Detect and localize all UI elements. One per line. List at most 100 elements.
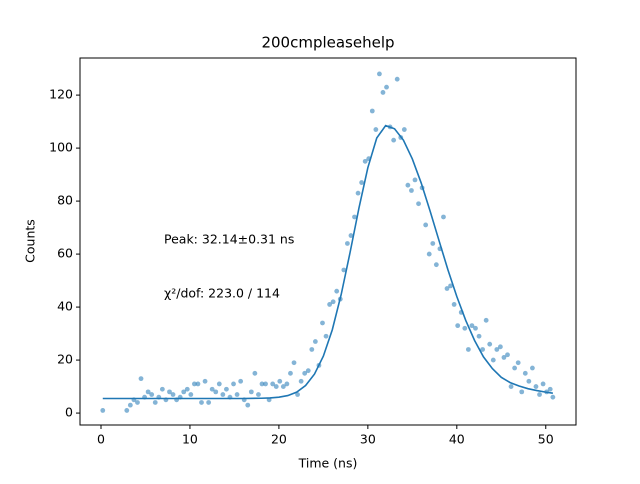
data-point xyxy=(191,381,197,387)
x-tick-label: 50 xyxy=(538,432,554,447)
data-point xyxy=(537,392,542,397)
data-point xyxy=(248,389,254,395)
data-point xyxy=(291,360,297,366)
data-point xyxy=(530,365,535,371)
data-point xyxy=(184,386,190,392)
data-point xyxy=(416,201,421,207)
fit-line xyxy=(102,124,553,400)
data-point xyxy=(277,378,283,384)
data-point xyxy=(320,320,325,326)
data-point xyxy=(327,302,333,307)
data-point xyxy=(401,127,407,132)
data-point xyxy=(284,381,290,387)
data-point xyxy=(505,352,510,358)
data-point xyxy=(195,381,201,387)
data-point xyxy=(522,370,528,376)
data-point xyxy=(213,389,219,395)
y-tick-label: 60 xyxy=(57,246,73,261)
data-point xyxy=(533,384,539,389)
data-point xyxy=(441,214,446,220)
data-point xyxy=(373,127,379,132)
data-point xyxy=(359,180,365,185)
data-point xyxy=(473,325,478,331)
data-point xyxy=(135,400,140,405)
data-point xyxy=(362,158,368,164)
data-point xyxy=(273,384,279,389)
data-point xyxy=(412,177,418,183)
data-point xyxy=(550,394,556,400)
data-point xyxy=(476,333,482,339)
data-point xyxy=(355,190,361,196)
data-point xyxy=(348,233,354,238)
data-point xyxy=(280,384,286,389)
data-point xyxy=(394,76,400,82)
plot-area xyxy=(100,71,556,413)
data-point xyxy=(547,386,553,392)
data-point xyxy=(508,384,514,389)
data-point xyxy=(540,381,546,387)
data-point xyxy=(455,323,461,329)
data-point xyxy=(487,341,493,347)
data-point xyxy=(188,392,194,397)
data-point xyxy=(380,90,386,95)
data-point xyxy=(405,182,411,188)
data-point xyxy=(288,370,293,376)
y-tick-label: 120 xyxy=(49,87,73,102)
data-point xyxy=(167,389,172,395)
data-point xyxy=(323,333,329,339)
y-tick-label: 100 xyxy=(49,140,73,155)
data-point xyxy=(270,381,276,387)
data-point xyxy=(451,302,457,307)
data-point xyxy=(159,386,165,392)
data-point xyxy=(344,241,350,246)
x-tick-label: 40 xyxy=(449,432,465,447)
data-point xyxy=(465,347,471,352)
data-point xyxy=(448,283,453,289)
data-point xyxy=(480,347,485,352)
data-point xyxy=(330,299,336,305)
data-point xyxy=(483,317,489,323)
data-point xyxy=(100,408,106,413)
data-point xyxy=(469,323,475,329)
data-point xyxy=(409,188,414,193)
annotation: Peak: 32.14±0.31 ns xyxy=(164,232,294,247)
data-point xyxy=(170,392,176,397)
data-point xyxy=(124,408,130,413)
data-point xyxy=(238,378,244,384)
data-point xyxy=(234,392,240,397)
y-tick-label: 80 xyxy=(57,193,73,208)
data-point xyxy=(490,357,496,363)
data-point xyxy=(519,389,525,395)
data-point xyxy=(181,389,187,395)
data-point xyxy=(309,347,315,352)
data-point xyxy=(295,392,300,397)
data-point xyxy=(206,400,212,405)
data-point xyxy=(145,389,151,395)
y-tick-label: 40 xyxy=(57,299,73,314)
data-point xyxy=(462,325,468,331)
data-point xyxy=(391,137,397,143)
data-point xyxy=(220,392,226,397)
data-point xyxy=(444,286,450,291)
x-tick-label: 30 xyxy=(360,432,376,447)
data-point xyxy=(377,71,382,77)
data-point xyxy=(494,347,500,352)
data-point xyxy=(512,365,518,371)
data-point xyxy=(341,267,347,273)
data-point xyxy=(245,402,251,408)
data-point xyxy=(423,222,429,228)
data-point xyxy=(149,392,155,397)
data-point xyxy=(526,378,532,384)
data-point xyxy=(209,386,215,392)
data-point xyxy=(199,400,204,405)
x-axis-label: Time (ns) xyxy=(298,456,358,471)
data-point xyxy=(138,376,144,382)
data-point xyxy=(252,370,258,376)
data-point xyxy=(515,360,521,366)
data-point xyxy=(433,262,439,268)
data-point xyxy=(259,381,265,387)
data-point xyxy=(497,344,503,350)
data-point xyxy=(263,381,268,387)
